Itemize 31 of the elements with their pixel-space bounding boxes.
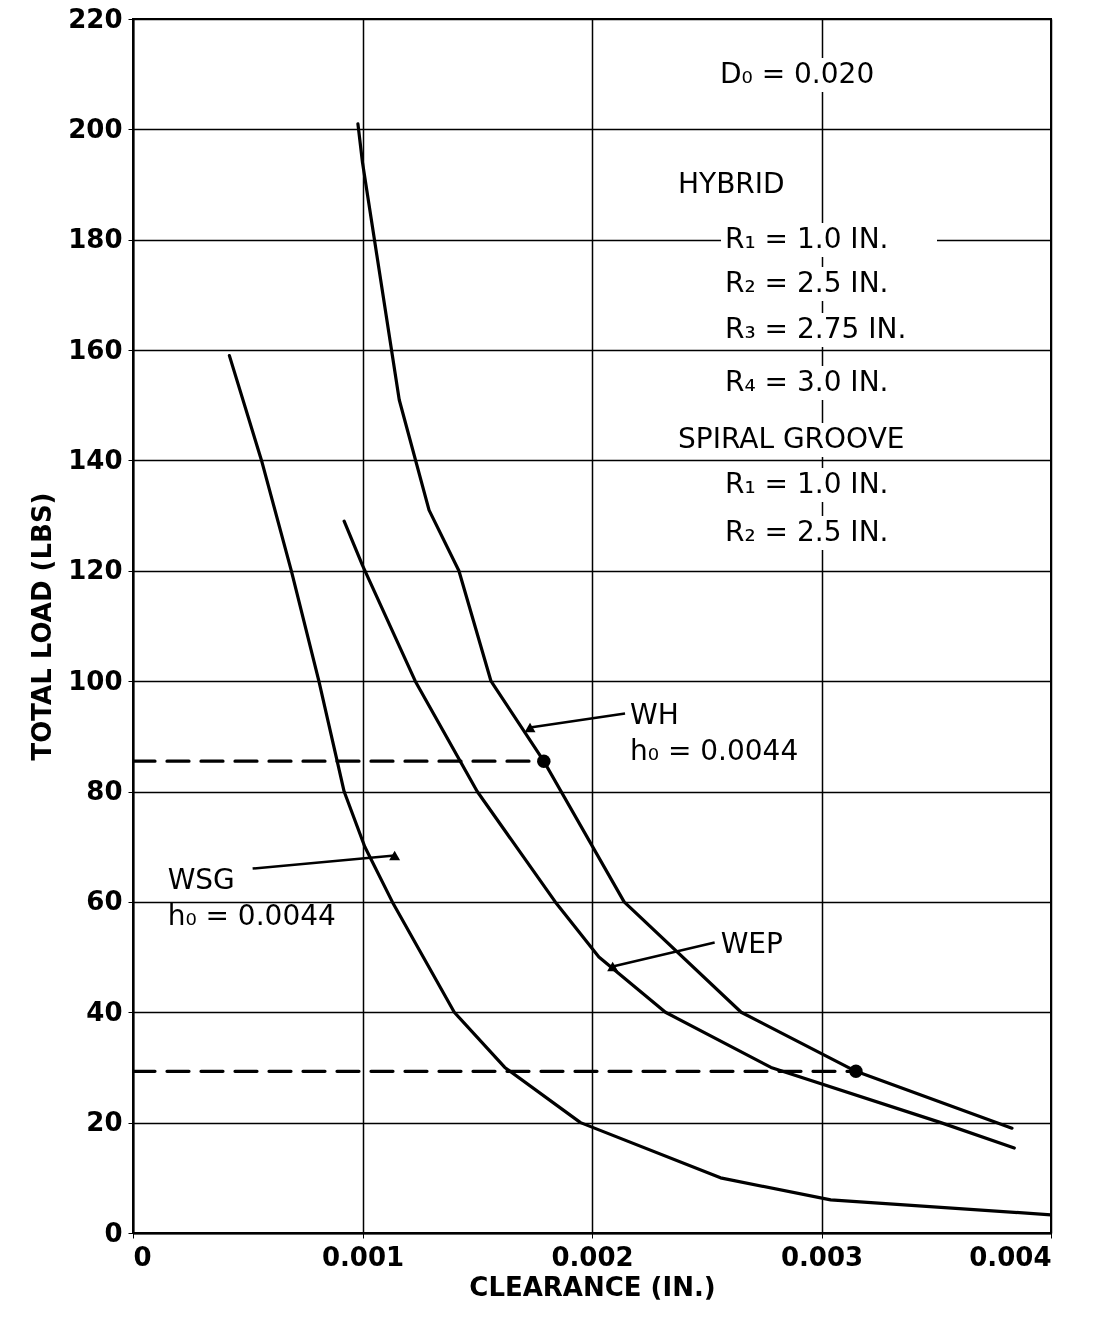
x-tick-label: 0.003 <box>780 1241 864 1272</box>
y-axis-title: TOTAL LOAD (LBS) <box>27 492 58 761</box>
x-axis-title: CLEARANCE (IN.) <box>469 1271 716 1302</box>
annotation: R₃ = 2.75 IN. <box>725 312 907 345</box>
y-tick-label: 220 <box>68 3 123 34</box>
annotation: R₁ = 1.0 IN. <box>725 222 889 255</box>
y-tick-label: 140 <box>68 444 123 475</box>
annotation: R₂ = 2.5 IN. <box>725 515 889 548</box>
y-tick-label: 20 <box>86 1107 123 1138</box>
y-tick-label: 120 <box>68 555 123 586</box>
x-tick-label: 0 <box>133 1241 152 1272</box>
annotation: WSG h₀ = 0.0044 <box>167 862 336 932</box>
annotation: R₁ = 1.0 IN. <box>725 467 889 500</box>
x-tick-label: 0.004 <box>969 1241 1052 1272</box>
annotation: HYBRID <box>678 167 785 200</box>
y-tick-label: 60 <box>86 886 123 917</box>
y-tick-label: 200 <box>68 113 123 144</box>
y-tick-label: 80 <box>86 776 123 807</box>
annotation: R₄ = 3.0 IN. <box>725 365 889 398</box>
y-tick-label: 0 <box>104 1217 123 1248</box>
x-tick-label: 0.002 <box>551 1241 634 1272</box>
y-tick-label: 180 <box>68 224 123 255</box>
annotation: R₂ = 2.5 IN. <box>725 266 889 299</box>
annotation: WEP <box>720 927 783 961</box>
x-tick-label: 0.001 <box>321 1241 405 1272</box>
y-tick-label: 160 <box>68 334 123 365</box>
annotation: WH h₀ = 0.0044 <box>630 697 799 767</box>
y-tick-label: 40 <box>86 996 123 1027</box>
y-tick-label: 100 <box>68 665 123 696</box>
annotation: D₀ = 0.020 <box>720 57 875 90</box>
annotation: SPIRAL GROOVE <box>678 422 905 455</box>
